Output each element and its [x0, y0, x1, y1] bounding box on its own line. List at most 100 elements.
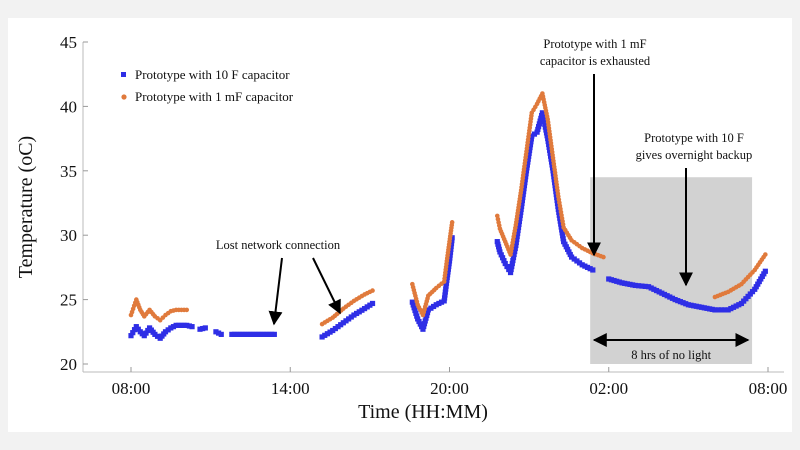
point-10f-s0-g6-p15-1 — [582, 263, 588, 269]
point-10f-s0-g6-p16-0 — [590, 267, 596, 273]
no-light-text-line-0: 8 hrs of no light — [631, 348, 711, 362]
point-10f-s0-g7-p1-4 — [630, 282, 636, 288]
point-10f-s0-g6-p3-1 — [508, 266, 514, 273]
point-10f-s0-g1-p0-0 — [197, 326, 203, 332]
point-10f-s0-g6-p3-0 — [507, 269, 514, 276]
point-10f-s0-g7-p7-1 — [701, 305, 707, 311]
point-10f-s0-g6-p4-5 — [515, 227, 521, 234]
point-10f-s0-g7-p1-0 — [619, 280, 625, 286]
point-10f-s0-g6-p5-6 — [521, 189, 527, 195]
point-10f-s0-g7-p6-1 — [688, 302, 694, 308]
point-10f-s0-g4-p2-1 — [343, 318, 349, 324]
point-10f-s0-g4-p2-2 — [346, 316, 352, 322]
point-10f-s0-g7-p5-1 — [675, 298, 681, 304]
point-10f-s0-g7-p0-0 — [606, 276, 612, 282]
point-10f-s0-g7-p3-4 — [656, 289, 662, 295]
point-10f-s0-g6-p6-11 — [528, 136, 534, 142]
point-10f-s0-g7-p5-4 — [683, 301, 689, 307]
point-10f-s0-g0-p11-1 — [186, 323, 192, 329]
y-tick-label-4: 40 — [60, 97, 77, 116]
point-10f-s0-g6-p12-7 — [559, 227, 565, 233]
point-10f-s0-g7-p7-2 — [704, 305, 710, 311]
point-10f-s0-g6-p6-4 — [525, 156, 531, 162]
point-10f-s0-g7-p7-3 — [707, 306, 713, 312]
point-10f-s0-g7-p0-4 — [616, 279, 622, 285]
point-10f-s0-g4-p3-0 — [351, 312, 357, 318]
point-10f-s0-g6-p3-3 — [509, 260, 515, 267]
point-10f-s0-g0-p9-1 — [176, 322, 182, 328]
point-10f-s0-g6-p6-9 — [527, 142, 534, 148]
point-10f-s0-g6-p7-0 — [529, 133, 535, 139]
point-10f-s0-g3-p3-3 — [269, 331, 275, 337]
point-10f-s0-g7-p4-2 — [664, 293, 670, 299]
point-10f-s0-g0-p5-1 — [154, 333, 161, 339]
point-10f-s0-g4-p2-0 — [340, 320, 346, 326]
point-10f-s0-g5-p5-3 — [442, 289, 448, 295]
point-10f-s0-g5-p4-1 — [436, 300, 442, 307]
point-10f-s0-g6-p3-5 — [510, 254, 517, 261]
point-10f-s0-g7-p12-0 — [762, 268, 768, 274]
legend: Prototype with 10 F capacitor Prototype … — [121, 67, 294, 104]
point-10f-s0-g6-p12-5 — [558, 221, 564, 227]
point-10f-s0-g5-p7-6 — [448, 240, 455, 247]
point-10f-s0-g5-p3-0 — [425, 307, 431, 313]
point-10f-s0-g3-p0-0 — [229, 331, 235, 337]
point-10f-s0-g0-p7-0 — [162, 329, 169, 335]
point-10f-s0-g5-p5-5 — [443, 283, 449, 289]
point-10f-s0-g0-p8-1 — [170, 324, 177, 330]
point-10f-s0-g6-p3-8 — [512, 245, 518, 252]
point-10f-s0-g6-p12-10 — [560, 236, 566, 242]
point-10f-s0-g5-p0-2 — [411, 305, 417, 311]
point-10f-s0-g5-p4-2 — [438, 299, 445, 305]
legend-marker-10f — [121, 72, 126, 77]
point-10f-s0-g3-p2-2 — [255, 331, 261, 337]
point-10f-s0-g6-p9-3 — [541, 118, 547, 125]
point-10f-s0-g3-p1-3 — [247, 331, 254, 337]
point-1mf-s1-g2-p8-0 — [449, 220, 455, 225]
point-10f-s0-g7-p0-1 — [608, 277, 615, 283]
point-10f-s0-g6-p12-9 — [560, 233, 566, 239]
point-10f-s0-g5-p7-3 — [447, 249, 454, 255]
point-10f-s0-g0-p0-2 — [131, 327, 138, 333]
point-10f-s0-g6-p6-3 — [525, 159, 531, 165]
point-10f-s0-g4-p4-2 — [367, 302, 373, 308]
point-10f-s0-g4-p0-2 — [324, 331, 331, 337]
point-10f-s0-g7-p3-1 — [648, 285, 654, 291]
x-axis-label: Time (HH:MM) — [358, 401, 488, 423]
point-10f-s0-g6-p5-11 — [523, 174, 529, 180]
point-10f-s0-g5-p7-0 — [446, 258, 453, 264]
y-tick-label-2: 30 — [60, 226, 77, 245]
point-10f-s0-g6-p5-4 — [520, 194, 526, 201]
point-10f-s0-g5-p7-7 — [449, 238, 455, 244]
point-10f-s0-g6-p8-1 — [535, 126, 541, 132]
point-10f-s0-g0-p8-0 — [168, 325, 174, 331]
point-10f-s0-g7-p6-2 — [691, 303, 697, 309]
mf-exhausted-text-line-1: capacitor is exhausted — [540, 54, 651, 68]
point-10f-s0-g6-p10-2 — [546, 141, 552, 148]
point-10f-s0-g6-p5-3 — [519, 197, 525, 204]
point-10f-s0-g6-p4-9 — [517, 215, 523, 222]
point-10f-s0-g7-p5-2 — [677, 299, 684, 305]
point-10f-s0-g6-p14-1 — [571, 256, 577, 262]
point-10f-s0-g5-p0-4 — [413, 310, 419, 316]
x-tick-label-1: 14:00 — [271, 379, 310, 398]
point-1mf-s1-g0-p11-0 — [184, 307, 190, 313]
point-10f-s0-g5-p3-1 — [428, 305, 434, 311]
point-10f-s0-g6-p4-11 — [518, 209, 524, 216]
point-10f-s0-g6-p9-8 — [544, 133, 550, 139]
point-10f-s0-g3-p0-1 — [231, 331, 238, 337]
point-10f-s0-g5-p5-1 — [441, 295, 448, 301]
x-tick-label-0: 08:00 — [112, 379, 151, 398]
point-10f-s0-g5-p6-6 — [446, 261, 452, 267]
point-10f-s0-g6-p5-7 — [521, 186, 527, 192]
point-10f-s0-g0-p10-1 — [181, 322, 187, 328]
point-10f-s0-g5-p5-2 — [442, 292, 448, 298]
y-axis-label: Temperature (oC) — [15, 136, 37, 278]
point-10f-s0-g7-p6-4 — [696, 304, 702, 310]
x-tick-label-2: 20:00 — [430, 379, 469, 398]
point-10f-s0-g7-p4-3 — [667, 294, 673, 300]
point-10f-s0-g5-p6-0 — [444, 277, 450, 283]
point-10f-s0-g6-p9-0 — [539, 110, 545, 116]
point-10f-s0-g6-p4-0 — [513, 242, 519, 249]
